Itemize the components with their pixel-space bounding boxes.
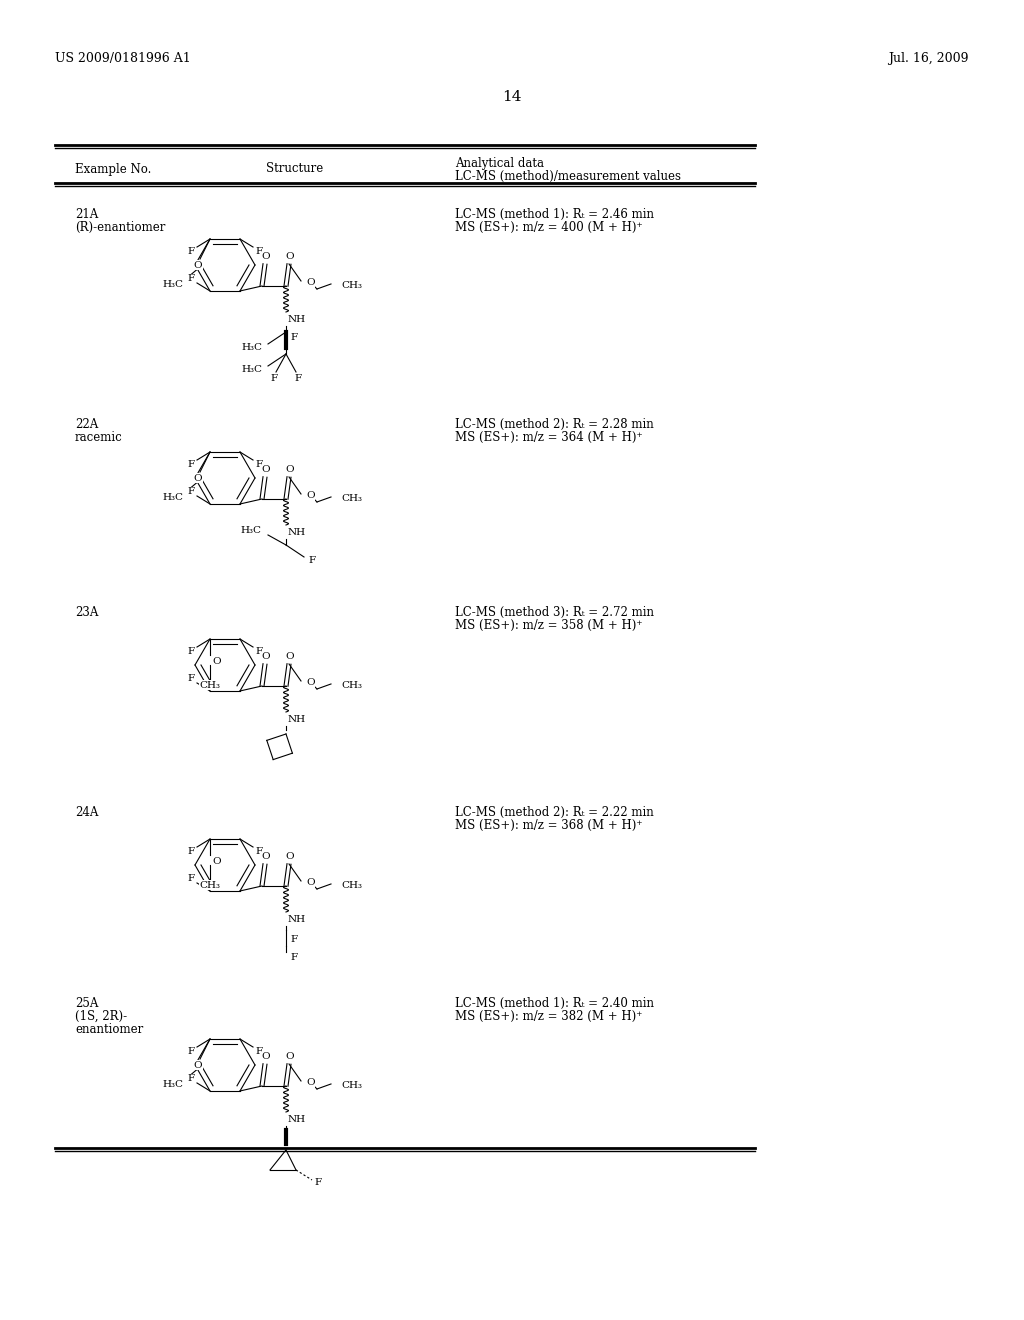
Text: O: O	[306, 879, 314, 887]
Text: F: F	[187, 459, 195, 469]
Text: F: F	[187, 275, 195, 284]
Text: 22A: 22A	[75, 418, 98, 432]
Text: O: O	[306, 678, 314, 688]
Text: F: F	[291, 936, 298, 945]
Text: F: F	[187, 874, 195, 883]
Text: O: O	[286, 652, 294, 661]
Text: O: O	[286, 466, 294, 474]
Text: F: F	[255, 1047, 262, 1056]
Text: LC-MS (method 3): Rₜ = 2.72 min: LC-MS (method 3): Rₜ = 2.72 min	[455, 606, 654, 619]
Text: 23A: 23A	[75, 606, 98, 619]
Text: CH₃: CH₃	[200, 880, 220, 890]
Text: CH₃: CH₃	[341, 1081, 362, 1090]
Text: F: F	[314, 1179, 322, 1188]
Text: O: O	[306, 491, 314, 500]
Text: O: O	[194, 1060, 203, 1069]
Text: CH₃: CH₃	[341, 882, 362, 891]
Text: (R)-enantiomer: (R)-enantiomer	[75, 220, 165, 234]
Text: O: O	[212, 656, 220, 665]
Text: 25A: 25A	[75, 997, 98, 1010]
Text: F: F	[255, 647, 262, 656]
Text: US 2009/0181996 A1: US 2009/0181996 A1	[55, 51, 190, 65]
Text: F: F	[187, 1074, 195, 1084]
Text: NH: NH	[288, 715, 306, 725]
Text: 24A: 24A	[75, 807, 98, 818]
Text: CH₃: CH₃	[341, 681, 362, 690]
Text: O: O	[262, 1052, 270, 1061]
Text: F: F	[187, 487, 195, 496]
Text: F: F	[187, 846, 195, 855]
Text: F: F	[187, 675, 195, 684]
Text: O: O	[212, 857, 220, 866]
Text: H₃C: H₃C	[240, 527, 261, 536]
Text: O: O	[262, 466, 270, 474]
Text: F: F	[255, 459, 262, 469]
Text: F: F	[187, 647, 195, 656]
Text: F: F	[187, 1047, 195, 1056]
Text: NH: NH	[288, 916, 306, 924]
Text: NH: NH	[288, 315, 306, 325]
Text: LC-MS (method)/measurement values: LC-MS (method)/measurement values	[455, 170, 681, 183]
Text: MS (ES+): m/z = 368 (M + H)⁺: MS (ES+): m/z = 368 (M + H)⁺	[455, 818, 642, 832]
Text: O: O	[286, 853, 294, 862]
Text: H₃C: H₃C	[162, 280, 183, 289]
Text: F: F	[187, 247, 195, 256]
Text: MS (ES+): m/z = 400 (M + H)⁺: MS (ES+): m/z = 400 (M + H)⁺	[455, 220, 643, 234]
Text: O: O	[194, 474, 203, 483]
Text: O: O	[262, 853, 270, 862]
Text: NH: NH	[288, 1115, 306, 1125]
Text: Analytical data: Analytical data	[455, 157, 544, 170]
Text: H₃C: H₃C	[241, 343, 262, 352]
Text: MS (ES+): m/z = 364 (M + H)⁺: MS (ES+): m/z = 364 (M + H)⁺	[455, 432, 643, 444]
Text: CH₃: CH₃	[341, 281, 362, 290]
Text: NH: NH	[288, 528, 306, 537]
Text: 14: 14	[502, 90, 522, 104]
Text: H₃C: H₃C	[241, 366, 262, 375]
Text: MS (ES+): m/z = 358 (M + H)⁺: MS (ES+): m/z = 358 (M + H)⁺	[455, 619, 642, 632]
Text: LC-MS (method 2): Rₜ = 2.22 min: LC-MS (method 2): Rₜ = 2.22 min	[455, 807, 653, 818]
Text: MS (ES+): m/z = 382 (M + H)⁺: MS (ES+): m/z = 382 (M + H)⁺	[455, 1010, 642, 1023]
Text: Example No.: Example No.	[75, 162, 152, 176]
Text: LC-MS (method 1): Rₜ = 2.46 min: LC-MS (method 1): Rₜ = 2.46 min	[455, 209, 654, 220]
Text: O: O	[306, 279, 314, 288]
Text: CH₃: CH₃	[341, 495, 362, 503]
Text: Jul. 16, 2009: Jul. 16, 2009	[889, 51, 969, 65]
Text: enantiomer: enantiomer	[75, 1023, 143, 1036]
Text: O: O	[306, 1078, 314, 1088]
Text: O: O	[194, 260, 203, 269]
Text: (1S, 2R)-: (1S, 2R)-	[75, 1010, 127, 1023]
Text: F: F	[308, 557, 315, 565]
Text: O: O	[262, 252, 270, 261]
Text: F: F	[255, 247, 262, 256]
Text: F: F	[295, 375, 301, 384]
Text: O: O	[286, 252, 294, 261]
Text: racemic: racemic	[75, 432, 123, 444]
Text: H₃C: H₃C	[162, 1080, 183, 1089]
Text: H₃C: H₃C	[162, 492, 183, 502]
Text: F: F	[291, 953, 298, 962]
Text: F: F	[291, 334, 298, 342]
Text: 21A: 21A	[75, 209, 98, 220]
Text: F: F	[255, 846, 262, 855]
Text: LC-MS (method 2): Rₜ = 2.28 min: LC-MS (method 2): Rₜ = 2.28 min	[455, 418, 653, 432]
Text: LC-MS (method 1): Rₜ = 2.40 min: LC-MS (method 1): Rₜ = 2.40 min	[455, 997, 654, 1010]
Text: CH₃: CH₃	[200, 681, 220, 689]
Text: F: F	[270, 375, 278, 384]
Text: Structure: Structure	[266, 162, 324, 176]
Text: O: O	[286, 1052, 294, 1061]
Text: O: O	[262, 652, 270, 661]
